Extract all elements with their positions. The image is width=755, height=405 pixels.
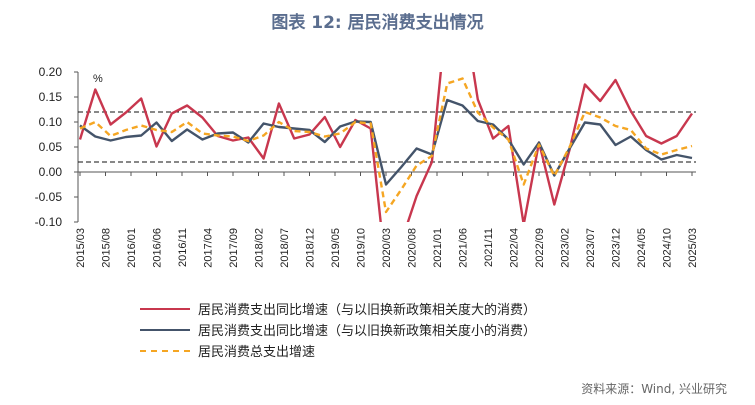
line-chart: 0.20 0.15 0.10 0.05 0.00 -0.05 -0.10% 2015/03 20… xyxy=(35,65,699,268)
series-line-3 xyxy=(79,77,693,214)
y-tick-label: 0.15 xyxy=(39,90,63,104)
x-tick-label: 2015/08 xyxy=(101,228,113,268)
x-tick-label: 2021/01 xyxy=(432,228,444,268)
y-tick-label: 0.10 xyxy=(39,115,63,129)
x-tick-label: 2018/02 xyxy=(254,228,266,268)
x-tick-label: 2024/10 xyxy=(662,228,674,268)
x-tick-label: 2021/06 xyxy=(458,228,470,268)
x-tick-label: 2020/08 xyxy=(407,228,419,268)
legend-label: 居民消费总支出增速 xyxy=(198,345,316,360)
x-tick-label: 2025/03 xyxy=(687,228,699,268)
x-tick-label: 2016/01 xyxy=(126,228,138,268)
legend-swatch xyxy=(140,307,190,310)
x-tick-label: 2016/11 xyxy=(177,228,189,267)
x-tick-label: 2017/09 xyxy=(228,228,240,268)
series-line-2 xyxy=(79,98,693,186)
legend-item: 居民消费支出同比增速（与以旧换新政策相关度大的消费） xyxy=(140,298,536,319)
y-tick-label: -0.10 xyxy=(35,215,63,229)
y-unit-label: % xyxy=(93,73,103,85)
source-note: 资料来源：Wind, 兴业研究 xyxy=(581,382,727,396)
y-tick-label: 0.00 xyxy=(39,165,63,179)
x-tick-label: 2023/12 xyxy=(611,228,623,268)
x-tick-label: 2018/12 xyxy=(305,228,317,268)
legend-swatch xyxy=(140,349,190,352)
legend-label: 居民消费支出同比增速（与以旧换新政策相关度大的消费） xyxy=(198,303,537,318)
x-tick-label: 2023/02 xyxy=(560,228,572,268)
y-tick-label: 0.20 xyxy=(39,65,63,79)
series-line-1 xyxy=(78,72,693,222)
legend-label: 居民消费支出同比增速（与以旧换新政策相关度小的消费） xyxy=(198,324,537,339)
x-tick-label: 2021/11 xyxy=(483,228,495,267)
x-tick-label: 2016/06 xyxy=(152,228,164,268)
legend-item: 居民消费总支出增速 xyxy=(140,340,536,361)
legend-swatch xyxy=(140,328,190,331)
legend: 居民消费支出同比增速（与以旧换新政策相关度大的消费） 居民消费支出同比增速（与以旧… xyxy=(140,298,536,361)
x-tick-label: 2020/03 xyxy=(381,228,393,268)
legend-item: 居民消费支出同比增速（与以旧换新政策相关度小的消费） xyxy=(140,319,536,340)
chart-title: 图表 12: 居民消费支出情况 xyxy=(271,13,484,33)
x-tick-label: 2019/05 xyxy=(330,228,342,268)
x-tick-label: 2023/07 xyxy=(585,228,597,268)
x-tick-label: 2022/04 xyxy=(509,228,521,268)
x-tick-label: 2018/07 xyxy=(279,228,291,268)
x-tick-label: 2017/04 xyxy=(203,228,215,268)
x-tick-label: 2024/05 xyxy=(636,228,648,268)
x-tick-label: 2022/09 xyxy=(534,228,546,268)
x-tick-label: 2015/03 xyxy=(75,228,87,268)
x-tick-label: 2019/10 xyxy=(356,228,368,268)
y-tick-label: 0.05 xyxy=(39,140,63,154)
y-tick-label: -0.05 xyxy=(35,190,63,204)
